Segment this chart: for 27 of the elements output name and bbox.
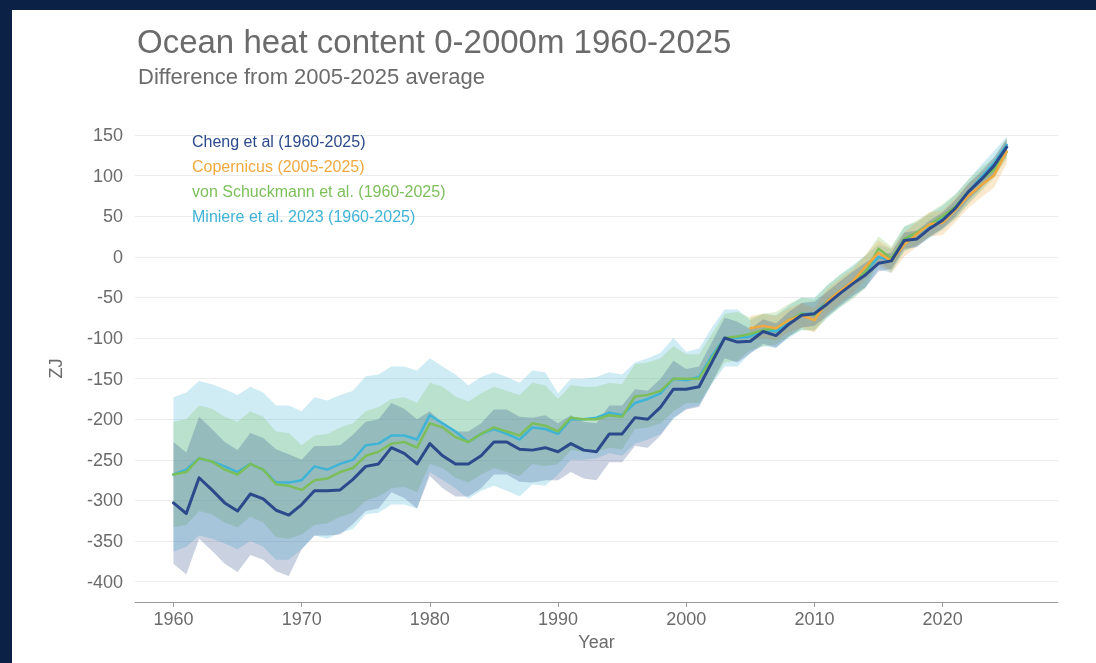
y-tick-label: 50 <box>102 206 123 227</box>
y-tick-label: 100 <box>92 165 123 186</box>
x-tick-label: 1960 <box>153 609 194 629</box>
x-tick-label: 2000 <box>666 609 707 629</box>
y-tick-label: -250 <box>86 449 123 470</box>
y-tick-label: -150 <box>86 368 123 389</box>
x-axis-title: Year <box>578 631 615 652</box>
y-axis-title: ZJ <box>46 358 66 379</box>
x-tick-label: 1980 <box>409 609 450 629</box>
y-tick-label: 150 <box>92 125 123 145</box>
y-tick-label: -200 <box>86 409 123 430</box>
y-tick-label: -100 <box>86 328 123 349</box>
chart-subtitle: Difference from 2005-2025 average <box>138 63 485 89</box>
y-tick-label: -350 <box>86 531 123 552</box>
y-tick-label: -400 <box>86 571 123 592</box>
chart-title: Ocean heat content 0-2000m 1960-2025 <box>137 23 732 60</box>
text: Miniere et al. 2023 (1960-2025) <box>192 207 416 225</box>
x-tick-label: 1990 <box>538 609 579 629</box>
text: Copernicus (2005-2025) <box>192 157 365 175</box>
y-tick-label: 0 <box>112 246 123 267</box>
x-tick-label: 2010 <box>794 609 835 629</box>
text: Cheng et al (1960-2025) <box>192 132 366 150</box>
y-tick-label: -300 <box>86 490 123 511</box>
text: von Schuckmann et al. (1960-2025) <box>192 182 446 200</box>
y-tick-label: -50 <box>96 287 123 308</box>
x-tick-label: 1970 <box>281 609 322 629</box>
x-tick-label: 2020 <box>922 609 963 629</box>
